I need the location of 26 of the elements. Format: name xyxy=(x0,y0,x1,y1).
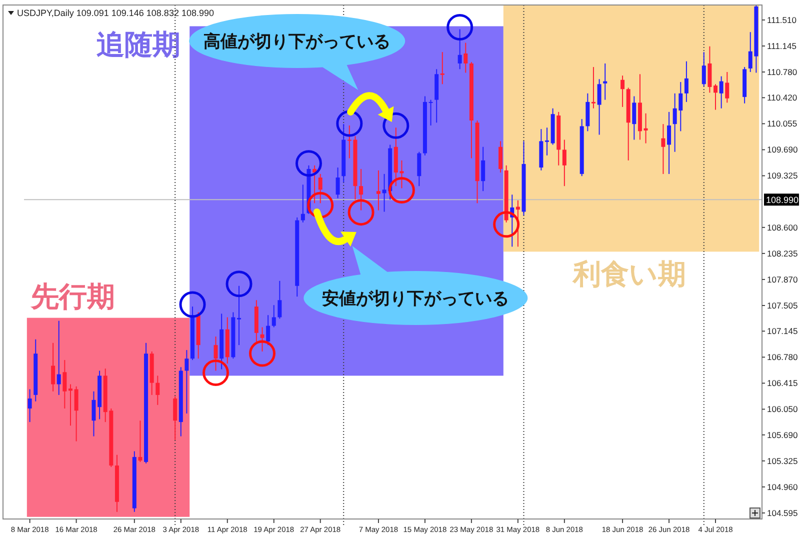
y-tick-label: 106.050 xyxy=(767,404,798,414)
y-tick-label: 105.690 xyxy=(767,430,798,440)
y-tick-label: 110.055 xyxy=(767,118,798,129)
annotation: 高値が切り下がっている xyxy=(204,32,391,52)
y-tick-label: 109.325 xyxy=(767,170,798,181)
y-tick-label: 107.870 xyxy=(767,274,798,284)
y-tick-label: 107.505 xyxy=(767,300,798,310)
chart-title: USDJPY,Daily 109.091 109.146 108.832 108.990 xyxy=(17,8,214,18)
ref-line-label: 108.990 xyxy=(766,195,799,206)
band-label: 利食い期 xyxy=(572,258,686,291)
y-tick-label: 105.325 xyxy=(767,456,798,466)
band-label: 追随期 xyxy=(96,28,181,62)
y-tick-label: 108.600 xyxy=(767,222,798,232)
y-tick-label: 106.415 xyxy=(767,378,798,388)
y-tick-label: 111.145 xyxy=(767,40,797,51)
band-label: 先行期 xyxy=(30,280,115,313)
y-tick-label: 108.235 xyxy=(767,248,798,258)
y-tick-label: 111.510 xyxy=(767,14,797,25)
y-tick-label: 109.690 xyxy=(767,144,798,155)
y-tick-label: 106.780 xyxy=(767,352,798,362)
annotation: 安値が切り下がっている xyxy=(322,289,510,309)
y-tick-label: 104.595 xyxy=(767,508,798,518)
y-tick-label: 104.960 xyxy=(767,482,798,492)
y-tick-label: 107.145 xyxy=(767,326,798,336)
y-tick-label: 110.780 xyxy=(767,67,798,78)
y-tick-label: 110.420 xyxy=(767,92,798,103)
